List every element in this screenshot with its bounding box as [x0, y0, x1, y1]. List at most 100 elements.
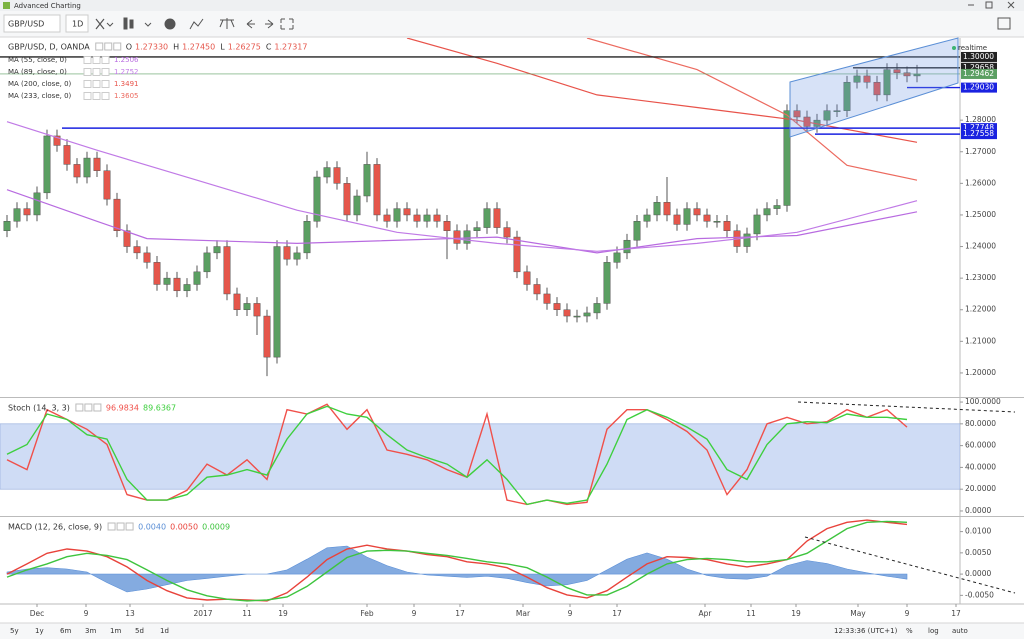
pane-title: MACD (12, 26, close, 9) [8, 523, 102, 532]
x-tick-label: 17 [612, 609, 622, 618]
legend-button[interactable] [83, 68, 92, 76]
close[interactable] [1007, 1, 1015, 9]
legend-button[interactable] [101, 92, 110, 100]
legend-value: 1.3491 [114, 80, 139, 88]
candle-body [343, 183, 351, 216]
legend-button[interactable] [113, 42, 122, 51]
crosshair-tool[interactable] [95, 18, 105, 30]
readout-value: 1.26275 [228, 43, 261, 52]
regression-channel[interactable] [789, 37, 959, 138]
legend-value: 89.6367 [143, 404, 176, 413]
candle-body [513, 236, 521, 273]
legend-button[interactable] [83, 80, 92, 88]
legend-value: 96.9834 [106, 404, 139, 413]
candle-body [463, 230, 471, 244]
price-label-bg [961, 129, 997, 140]
legend-button[interactable] [75, 403, 84, 412]
undo[interactable] [246, 19, 255, 29]
dropdown-2[interactable] [144, 22, 152, 27]
plots: GBP/USD, D, OANDA O 1.27330 H 1.27450 L 1.2627… [0, 38, 960, 602]
candle-body [233, 293, 241, 310]
moving-average [586, 38, 918, 181]
symbol-input[interactable] [3, 14, 61, 33]
range-button[interactable]: 1y [35, 627, 44, 635]
trend-line[interactable] [804, 536, 1016, 594]
candle-body [593, 303, 601, 314]
fullscreen[interactable] [280, 18, 294, 30]
axis-option[interactable]: % [906, 627, 913, 635]
candle-body [293, 252, 301, 260]
candle-body [453, 230, 461, 244]
legend-button[interactable] [92, 68, 101, 76]
candle-body [763, 208, 771, 216]
legend-button[interactable] [84, 403, 93, 412]
chart-type-2[interactable] [129, 19, 134, 29]
legend-button[interactable] [93, 403, 102, 412]
compare[interactable] [219, 18, 235, 29]
range-button[interactable]: 1m [110, 627, 121, 635]
candle-body [3, 221, 11, 231]
legend-button[interactable] [125, 522, 134, 531]
symbol[interactable]: GBP/USD [8, 20, 44, 29]
candle-body [183, 284, 191, 292]
legend-value: 0.0050 [170, 523, 198, 532]
toolbar [0, 11, 1024, 37]
candle-body [883, 69, 891, 96]
y-tick-label: 0.0000 [965, 506, 991, 515]
range-button[interactable]: 6m [60, 627, 71, 635]
candle-body [433, 214, 441, 222]
maximize[interactable] [985, 1, 993, 9]
candle-body [573, 315, 581, 318]
readout-label: H [173, 43, 179, 52]
interval[interactable]: 1D [72, 20, 83, 29]
indicators[interactable] [189, 18, 204, 30]
legend-button[interactable] [101, 68, 110, 76]
candle-body [113, 198, 121, 231]
candle-body [863, 75, 871, 83]
interval-select[interactable] [65, 14, 89, 33]
candle-body [523, 271, 531, 285]
candle-body [13, 208, 21, 222]
candle-body [173, 277, 181, 292]
status-dot [952, 46, 956, 50]
x-tick-label: May [850, 609, 866, 618]
x-tick-label: Mar [516, 609, 531, 618]
candle-body [743, 233, 751, 247]
legend-button[interactable] [92, 80, 101, 88]
legend-button[interactable] [92, 92, 101, 100]
dropdown[interactable] [106, 22, 114, 27]
legend-button[interactable] [83, 56, 92, 64]
x-tick-label: Feb [360, 609, 374, 618]
range-button[interactable]: 5y [10, 627, 19, 635]
trend-line[interactable] [797, 401, 1016, 413]
candle-body [583, 312, 591, 317]
candle-body [623, 239, 631, 254]
y-tick-label: 0.0050 [965, 548, 991, 557]
pane [0, 403, 960, 506]
range-button[interactable]: 3m [85, 627, 96, 635]
range-button[interactable]: 1d [160, 627, 169, 635]
chart-area [0, 38, 1024, 623]
window-controls[interactable] [968, 1, 1015, 9]
layout[interactable] [997, 17, 1011, 30]
chart-type[interactable] [123, 17, 128, 30]
candle-body [843, 81, 851, 111]
candle-body [313, 176, 321, 222]
legend-button[interactable] [101, 80, 110, 88]
legend-button[interactable] [101, 56, 110, 64]
range-button[interactable]: 5d [135, 627, 144, 635]
legend-button[interactable] [116, 522, 125, 531]
legend: GBP/USD, D, OANDA O 1.27330 H 1.27450 L 1.2627… [8, 42, 308, 100]
legend-button[interactable] [107, 522, 116, 531]
candle-body [683, 208, 691, 225]
redo[interactable] [265, 19, 274, 29]
legend-button[interactable] [92, 56, 101, 64]
candle-body [853, 75, 861, 83]
axis-option[interactable]: log [928, 627, 939, 635]
legend-button[interactable] [95, 42, 104, 51]
axis-option[interactable]: auto [952, 627, 968, 635]
settings[interactable] [164, 18, 176, 30]
candle-body [53, 135, 61, 146]
legend-button[interactable] [83, 92, 92, 100]
legend-button[interactable] [104, 42, 113, 51]
